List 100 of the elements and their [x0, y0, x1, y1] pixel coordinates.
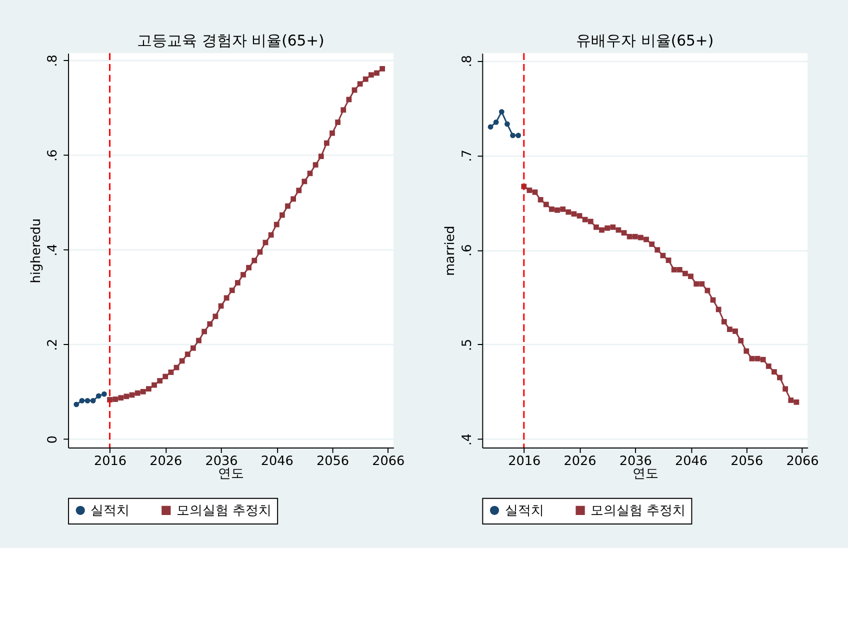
point [290, 196, 296, 202]
y-tick-label: 0 [46, 435, 61, 444]
point [74, 402, 80, 408]
point [649, 241, 655, 247]
point [330, 130, 335, 136]
point [632, 234, 638, 240]
point [654, 247, 660, 253]
legend-label: 모의실험 추정치 [590, 503, 686, 518]
y-tick-label: .6 [46, 149, 61, 162]
point [716, 306, 722, 312]
point [504, 121, 510, 127]
point [788, 398, 794, 403]
point [538, 197, 544, 202]
x-tick-label: 2026 [150, 454, 182, 469]
legend-label: 실적치 [90, 503, 130, 518]
point [84, 398, 90, 404]
chart-title: 고등교육 경험자 비율(65+) [137, 32, 324, 50]
point [196, 338, 202, 344]
point [207, 321, 213, 327]
point [766, 364, 772, 369]
point [516, 132, 522, 138]
point [626, 234, 632, 240]
point [90, 398, 96, 404]
x-tick-label: 2036 [205, 454, 238, 469]
x-tick-label: 2066 [786, 454, 819, 469]
point [202, 328, 208, 334]
x-tick-label: 2036 [619, 454, 652, 469]
point [307, 170, 313, 176]
point [676, 267, 682, 272]
point [374, 70, 380, 76]
x-axis-title: 연도 [632, 466, 658, 482]
point [112, 396, 118, 402]
x-tick-label: 2066 [372, 454, 405, 469]
point [526, 188, 532, 193]
y-tick-label: .5 [460, 338, 475, 352]
point [234, 280, 240, 286]
point [594, 224, 599, 230]
point [621, 230, 627, 236]
point [554, 207, 560, 213]
y-tick-label: .6 [460, 244, 475, 256]
x-tick-label: 2056 [316, 454, 350, 469]
point [777, 374, 782, 380]
point [380, 66, 386, 72]
point [738, 338, 744, 344]
point [184, 352, 190, 357]
point [268, 232, 274, 238]
point [566, 209, 572, 215]
x-tick-label: 2056 [730, 454, 764, 469]
point [704, 288, 710, 294]
point [190, 345, 196, 351]
y-tick-label: .4 [46, 244, 61, 256]
point [212, 314, 218, 320]
x-axis-title: 연도 [218, 466, 244, 482]
point [352, 87, 358, 93]
point [510, 132, 516, 138]
point [599, 227, 604, 233]
point [682, 270, 688, 276]
x-tick-label: 2016 [508, 454, 541, 469]
point [498, 109, 504, 114]
point [324, 140, 330, 146]
point [240, 272, 246, 278]
point [134, 390, 140, 396]
point [732, 328, 738, 334]
point [357, 81, 363, 87]
point [96, 393, 102, 399]
y-axis-title: married [443, 226, 458, 276]
x-tick-label: 2016 [94, 454, 127, 469]
point [318, 154, 324, 160]
point [588, 218, 594, 224]
point [543, 202, 549, 208]
point [582, 216, 588, 222]
y-axis-title: higheredu [28, 218, 44, 284]
point [346, 96, 352, 102]
point [727, 326, 732, 332]
y-tick-label: .7 [460, 150, 475, 162]
x-tick-label: 2046 [260, 454, 294, 469]
point [721, 319, 727, 324]
point [179, 358, 185, 364]
point [749, 356, 755, 362]
point [610, 224, 616, 230]
point [285, 203, 290, 209]
legend-label: 모의실험 추정치 [176, 503, 272, 518]
point [560, 206, 566, 212]
point [699, 281, 705, 287]
point [694, 281, 700, 287]
point [224, 295, 230, 301]
point [229, 288, 235, 294]
point [252, 258, 258, 264]
point [312, 162, 318, 168]
point [152, 382, 157, 388]
point [274, 222, 280, 228]
point [688, 274, 694, 280]
legend-label: 실적치 [504, 503, 544, 518]
point [571, 211, 577, 217]
point [140, 388, 146, 394]
point [754, 356, 760, 362]
point [79, 398, 85, 404]
point [257, 249, 263, 255]
point [794, 399, 800, 405]
point [335, 120, 341, 125]
